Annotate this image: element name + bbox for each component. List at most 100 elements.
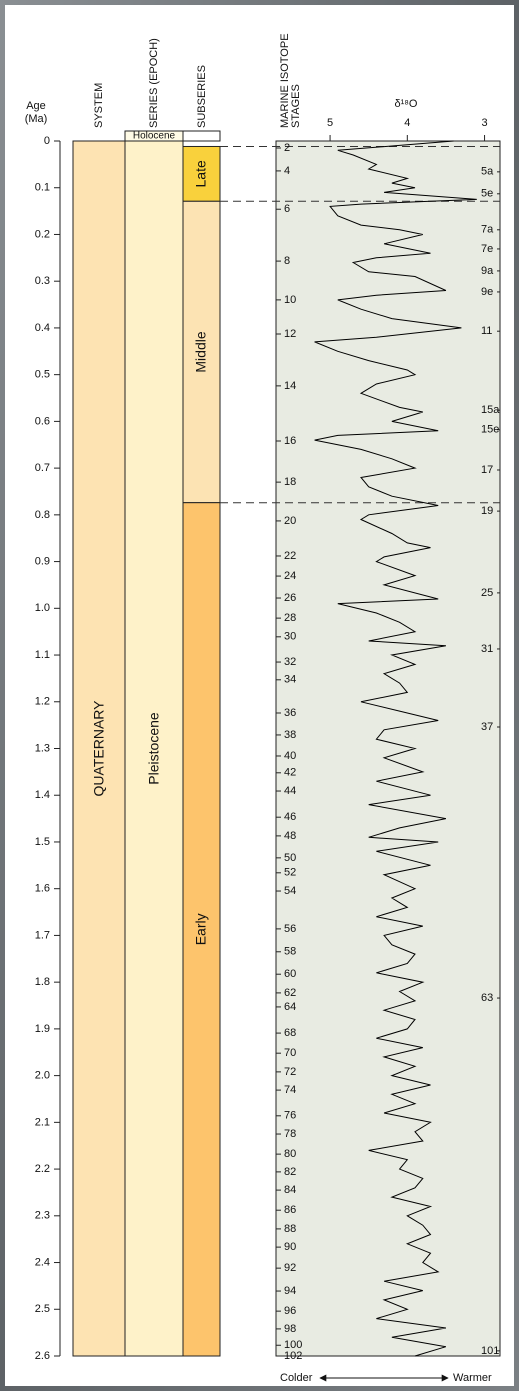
mis-label: 40 — [284, 750, 296, 762]
mis-label: 10 — [284, 294, 296, 306]
mis-label: 102 — [284, 1350, 302, 1362]
mis-label: 6 — [284, 203, 290, 215]
subseries-name: Late — [193, 160, 209, 187]
y-tick-label: 2.3 — [35, 1210, 50, 1222]
figure: Age (Ma) SYSTEM SERIES (EPOCH) SUBSERIES… — [0, 0, 519, 1391]
mis-label: 17 — [481, 464, 493, 476]
y-tick-label: 0.5 — [35, 369, 50, 381]
y-tick-label: 0.1 — [35, 182, 50, 194]
mis-label: 90 — [284, 1241, 296, 1253]
mis-label: 12 — [284, 328, 296, 340]
mis-label: 52 — [284, 867, 296, 879]
y-tick-label: 0.4 — [35, 322, 50, 334]
mis-label: 5e — [481, 188, 493, 200]
mis-label: 84 — [284, 1184, 296, 1196]
y-tick-label: 0.2 — [35, 228, 50, 240]
mis-label: 5a — [481, 166, 494, 178]
mis-label: 22 — [284, 550, 296, 562]
holocene: Holocene — [133, 131, 176, 142]
header: STAGES — [290, 84, 302, 128]
y-tick-label: 0 — [44, 135, 50, 147]
mis-label: 64 — [284, 1001, 296, 1013]
x-tick-label: 5 — [327, 117, 333, 129]
mis-label: 72 — [284, 1066, 296, 1078]
x-tick-label: 3 — [481, 117, 487, 129]
y-tick-label: 0.6 — [35, 415, 50, 427]
mis-label: 62 — [284, 987, 296, 999]
mis-label: 2 — [284, 142, 290, 154]
mis-label: 26 — [284, 592, 296, 604]
y-tick-label: 2.5 — [35, 1303, 50, 1315]
pleistocene: Pleistocene — [146, 712, 162, 785]
mis-label: 36 — [284, 707, 296, 719]
header: SYSTEM — [93, 83, 105, 128]
y-tick-label: 0.9 — [35, 555, 50, 567]
mis-label: 16 — [284, 435, 296, 447]
y-tick-label: 1.3 — [35, 742, 50, 754]
mis-label: 74 — [284, 1084, 296, 1096]
mis-label: 60 — [284, 968, 296, 980]
mis-label: 28 — [284, 612, 296, 624]
y-tick-label: 1.2 — [35, 696, 50, 708]
header: SUBSERIES — [196, 65, 208, 128]
mis-label: 70 — [284, 1047, 296, 1059]
mis-label: 98 — [284, 1323, 296, 1335]
mis-label: 80 — [284, 1148, 296, 1160]
mis-label: 76 — [284, 1110, 296, 1122]
mis-label: 19 — [481, 505, 493, 517]
y-tick-label: 2.1 — [35, 1116, 50, 1128]
y-tick-label: 1.6 — [35, 883, 50, 895]
mis-label: 94 — [284, 1285, 296, 1297]
y-tick-label: 0.8 — [35, 509, 50, 521]
mis-label: 82 — [284, 1166, 296, 1178]
mis-label: 25 — [481, 587, 493, 599]
mis-label: 48 — [284, 830, 296, 842]
subseries-name: Early — [193, 913, 209, 945]
x-label: δ¹⁸O — [395, 98, 418, 110]
mis-label: 9a — [481, 265, 494, 277]
mis-label: 31 — [481, 643, 493, 655]
y-tick-label: 1.8 — [35, 976, 50, 988]
mis-label: 38 — [284, 729, 296, 741]
mis-label: 34 — [284, 674, 296, 686]
mis-label: 32 — [284, 656, 296, 668]
y-tick-label: 0.7 — [35, 462, 50, 474]
mis-label: 7e — [481, 243, 493, 255]
mis-label: 42 — [284, 767, 296, 779]
mis-label: 20 — [284, 515, 296, 527]
y-tick-label: 1.9 — [35, 1023, 50, 1035]
mis-label: 7a — [481, 224, 494, 236]
y-tick-label: 2.0 — [35, 1070, 50, 1082]
mis-label: 92 — [284, 1262, 296, 1274]
mis-label: 37 — [481, 721, 493, 733]
mis-label: 4 — [284, 165, 290, 177]
y-tick-label: 2.4 — [35, 1256, 50, 1268]
header: SERIES (EPOCH) — [148, 38, 160, 128]
subseries-header-cell — [183, 131, 220, 141]
mis-label: 24 — [284, 570, 296, 582]
mis-label: 30 — [284, 631, 296, 643]
mis-label: 86 — [284, 1204, 296, 1216]
y-tick-label: 0.3 — [35, 275, 50, 287]
mis-label: 78 — [284, 1128, 296, 1140]
y-tick-label: 2.2 — [35, 1163, 50, 1175]
y-label: Age — [26, 100, 46, 112]
y-tick-label: 1.4 — [35, 789, 50, 801]
y-tick-label: 1.1 — [35, 649, 50, 661]
mis-label: 88 — [284, 1223, 296, 1235]
mis-label: 46 — [284, 811, 296, 823]
mis-label: 63 — [481, 992, 493, 1004]
mis-label: 44 — [284, 785, 296, 797]
y-tick-label: 1.7 — [35, 929, 50, 941]
mis-label: 101 — [481, 1345, 499, 1357]
mis-label: 15a — [481, 404, 500, 416]
mis-label: 15e — [481, 424, 499, 436]
y-tick-label: 1.0 — [35, 602, 50, 614]
mis-label: 96 — [284, 1305, 296, 1317]
mis-label: 14 — [284, 380, 296, 392]
mis-label: 8 — [284, 255, 290, 267]
subseries-name: Middle — [193, 331, 209, 372]
mis-label: 50 — [284, 852, 296, 864]
mis-label: 18 — [284, 476, 296, 488]
footer-warmer: Warmer — [453, 1372, 492, 1384]
